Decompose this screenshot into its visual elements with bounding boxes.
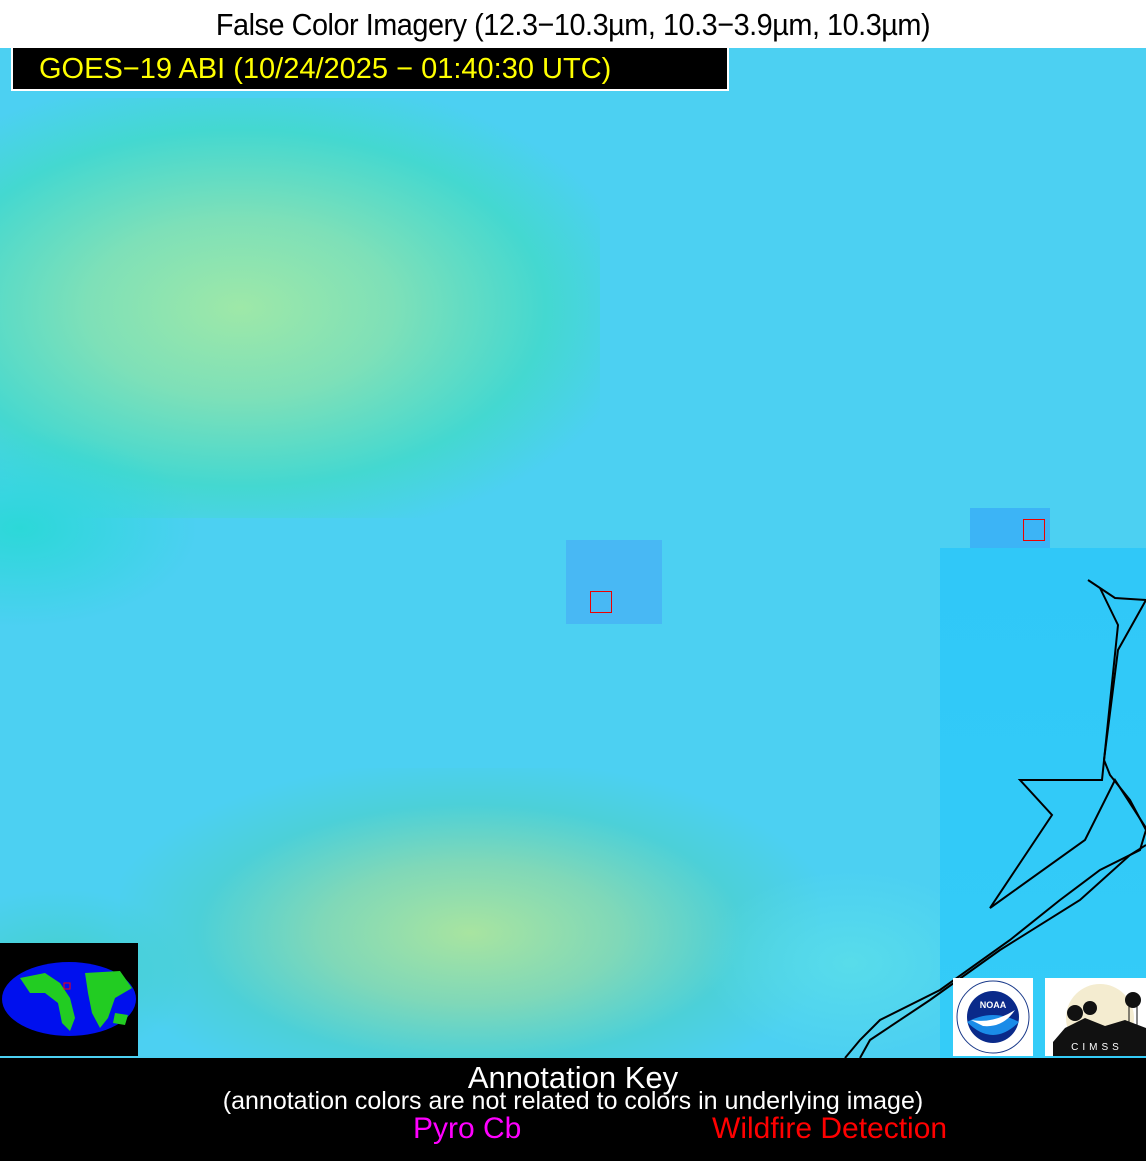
wildfire-detection-box[interactable] — [590, 591, 612, 613]
annotation-key: Annotation Key (annotation colors are no… — [0, 1058, 1146, 1161]
cimss-logo-text: CIMSS — [1071, 1042, 1123, 1053]
globe-locator-map — [0, 943, 138, 1056]
globe-land — [113, 1013, 128, 1025]
globe-land — [20, 973, 75, 1031]
satellite-imagery — [0, 48, 1146, 1058]
page-title: False Color Imagery (12.3−10.3µm, 10.3−3… — [40, 0, 1106, 48]
coastline — [844, 599, 1146, 1059]
globe-region-marker — [63, 982, 71, 990]
satellite-timestamp-label: GOES−19 ABI (10/24/2025 − 01:40:30 UTC) — [11, 48, 729, 91]
cloud-patch — [0, 428, 200, 628]
legend-wildfire-detection: Wildfire Detection — [712, 1112, 948, 1145]
noaa-logo-text: NOAA — [980, 1000, 1007, 1010]
annotation-key-title: Annotation Key — [467, 1060, 679, 1095]
coastline — [989, 587, 1146, 909]
annotation-key-subtitle: (annotation colors are not related to co… — [222, 1087, 924, 1115]
cimss-logo: CIMSS — [1045, 978, 1146, 1056]
legend-pyro-cb: Pyro Cb — [413, 1112, 522, 1145]
coastline — [859, 844, 1146, 1059]
noaa-logo: NOAA — [953, 978, 1033, 1056]
ocean-region — [940, 548, 1146, 1058]
warm-pixel — [566, 540, 662, 624]
coastline — [1087, 579, 1146, 601]
warm-pixel — [970, 508, 1050, 553]
globe-land — [85, 971, 132, 1028]
wildfire-detection-box[interactable] — [1023, 519, 1045, 541]
